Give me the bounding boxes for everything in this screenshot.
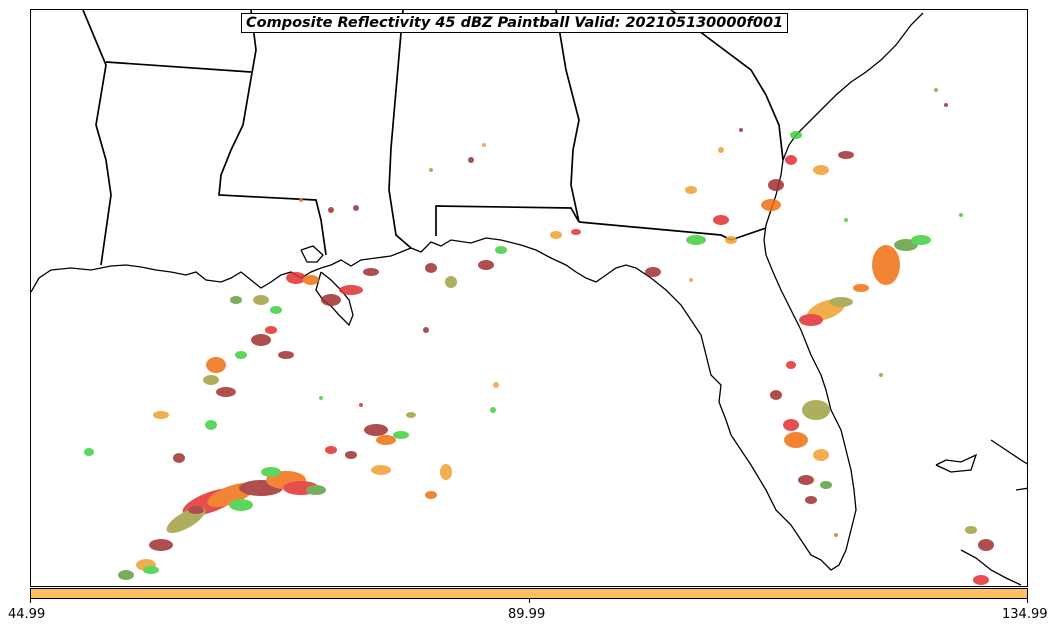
colorbar-tick-min [30, 599, 31, 603]
map-svg [31, 10, 1027, 586]
state-borders [82, 10, 784, 266]
coastline [31, 12, 1027, 586]
colorbar-tick-max [1027, 599, 1028, 603]
colorbar-tick-label-max: 134.99 [1002, 607, 1048, 622]
scattered-cells [299, 88, 963, 537]
cluster-georgia-coast [685, 131, 854, 245]
colorbar-tick-label-min: 44.99 [8, 607, 46, 622]
map-panel [30, 9, 1028, 587]
cluster-louisiana-coast [230, 268, 379, 314]
reflectivity-blobs [84, 88, 994, 585]
cluster-atlantic [799, 235, 931, 326]
colorbar-tick-mid [529, 599, 530, 603]
colorbar-tick-label-mid: 89.99 [508, 607, 546, 622]
cluster-gulf-middle [325, 412, 452, 499]
cluster-alabama-coast [425, 229, 661, 288]
cluster-gulf-west [84, 326, 294, 463]
cluster-florida [770, 361, 832, 504]
cluster-gulf-southwest [118, 467, 326, 580]
cluster-caribbean [965, 526, 994, 585]
colorbar [30, 588, 1028, 599]
map-title: Composite Reflectivity 45 dBZ Paintball … [241, 13, 789, 33]
